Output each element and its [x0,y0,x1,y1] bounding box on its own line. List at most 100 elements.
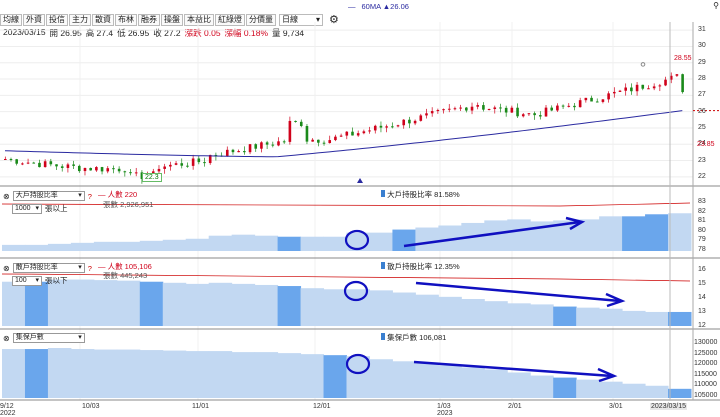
ma-legend-text: 60MA ▲26.06 [361,2,409,11]
toolbar-button[interactable]: 操盤 [161,13,183,26]
candle-body [294,120,297,122]
candle-body [60,166,64,168]
candle-body [624,87,627,91]
panel3-bar [346,356,370,398]
candle-body [55,164,58,167]
panel3-bar [645,385,669,398]
panel2-select[interactable]: 散戶持股比率 ▾ [12,263,85,273]
candle-body [129,172,132,174]
toolbar-button[interactable]: 投信 [46,13,68,26]
candle-body [83,167,87,172]
candle-body [630,87,633,92]
panel2-bar [254,284,279,326]
candle-body [647,88,650,90]
candle-body [510,107,514,113]
panel2-bar [668,311,692,326]
x-tick: 2/01 [508,403,522,410]
panel2-count: — 人數 105,106 [98,262,152,271]
toolbar-button[interactable]: 布林 [115,13,137,26]
panel2-bar [93,280,118,326]
period-select[interactable]: 日線 ▾ [279,13,323,26]
price-tick: 31 [698,26,706,34]
panel2-bar [323,289,347,326]
candle-body [89,167,92,171]
candle-body [231,149,235,153]
x-tick: 9/12 [0,403,14,410]
candle-body [191,158,195,166]
panel2-lots-select[interactable]: 100 ▾ [12,275,42,286]
candle-body [504,107,508,113]
toolbar-button[interactable]: 融券 [138,13,160,26]
candle-body [271,144,275,146]
panel1-bar [507,219,531,251]
quote-infobar: 2023/03/15 開 26.95 高 27.4 低 26.95 收 27.2… [3,27,304,39]
panel2-bar [277,286,302,326]
toolbar-button[interactable]: 本益比 [184,13,214,26]
panel3-tick: 130000 [694,339,718,346]
panel2-bar [24,281,49,326]
candle-body [539,115,542,117]
panel1-select[interactable]: 大戶持股比率 ▾ [12,191,85,201]
panel2-bar [599,308,623,326]
toolbar-button[interactable]: 散資 [92,13,114,26]
candle-body [527,113,531,115]
candle-body [544,107,548,117]
toolbar-button[interactable]: 分價量 [246,13,276,26]
close-icon[interactable]: ⊗ [3,191,10,201]
panel1-lots-select[interactable]: 1000 ▾ [12,203,42,214]
panel3-select[interactable]: 集保戶數 ▾ [12,333,85,343]
panel3-bar [93,349,118,398]
panel1-bar [668,213,692,251]
help-icon[interactable]: ? [87,263,92,273]
candle-body [243,151,246,153]
candle-body [396,125,400,127]
candle-body [49,161,53,165]
candle-body [260,142,263,149]
panel1-bar [438,225,462,251]
candle-body [299,121,303,127]
candle-body [140,172,144,179]
candle-body [15,159,18,164]
help-icon[interactable]: ? [87,191,92,201]
panel1-bar [93,241,118,251]
candle-body [339,135,343,137]
panel3-bar [185,351,210,398]
candle-body [408,119,411,124]
candle-body [482,105,485,110]
price-tick: 26 [698,107,706,115]
quote-low: 低 26.95 [117,28,150,38]
candle-body [652,86,656,89]
candle-body [664,79,667,86]
panel3-tick: 110000 [694,381,717,388]
candle-body [9,158,13,160]
panel3-tick: 125000 [694,349,718,357]
panel3-bar [139,350,164,398]
panel1-count: — 人數 220 [98,190,138,199]
panel3-bar [162,350,187,398]
toolbar-button[interactable]: 紅綠燈 [215,13,245,26]
candle-body [311,139,314,142]
ma-line [4,110,683,158]
panel3-bar [369,359,393,398]
candle-body [584,97,588,101]
gear-icon[interactable]: ⚙ [329,14,339,26]
corner-icon[interactable]: ⚲ [713,1,719,10]
panel2-bar [507,303,531,326]
candle-body [356,133,360,136]
panel2-bar [208,282,233,326]
candle-body [578,100,582,108]
panel3-bar [484,369,508,398]
panel2-header: ⊗ 散戶持股比率 ▾ ? [3,263,92,273]
toolbar-button[interactable]: 均線 [0,13,22,26]
close-icon[interactable]: ⊗ [3,263,10,273]
panel1-tick: 80 [698,226,706,234]
panel3-bar [668,388,692,398]
panel3-tick: 105000 [694,391,718,399]
panel3-bar [116,349,141,398]
candle-body [459,107,462,109]
panel2-bar [415,294,439,326]
candle-body [493,107,497,110]
close-icon[interactable]: ⊗ [3,333,10,343]
toolbar-button[interactable]: 外資 [23,13,45,26]
